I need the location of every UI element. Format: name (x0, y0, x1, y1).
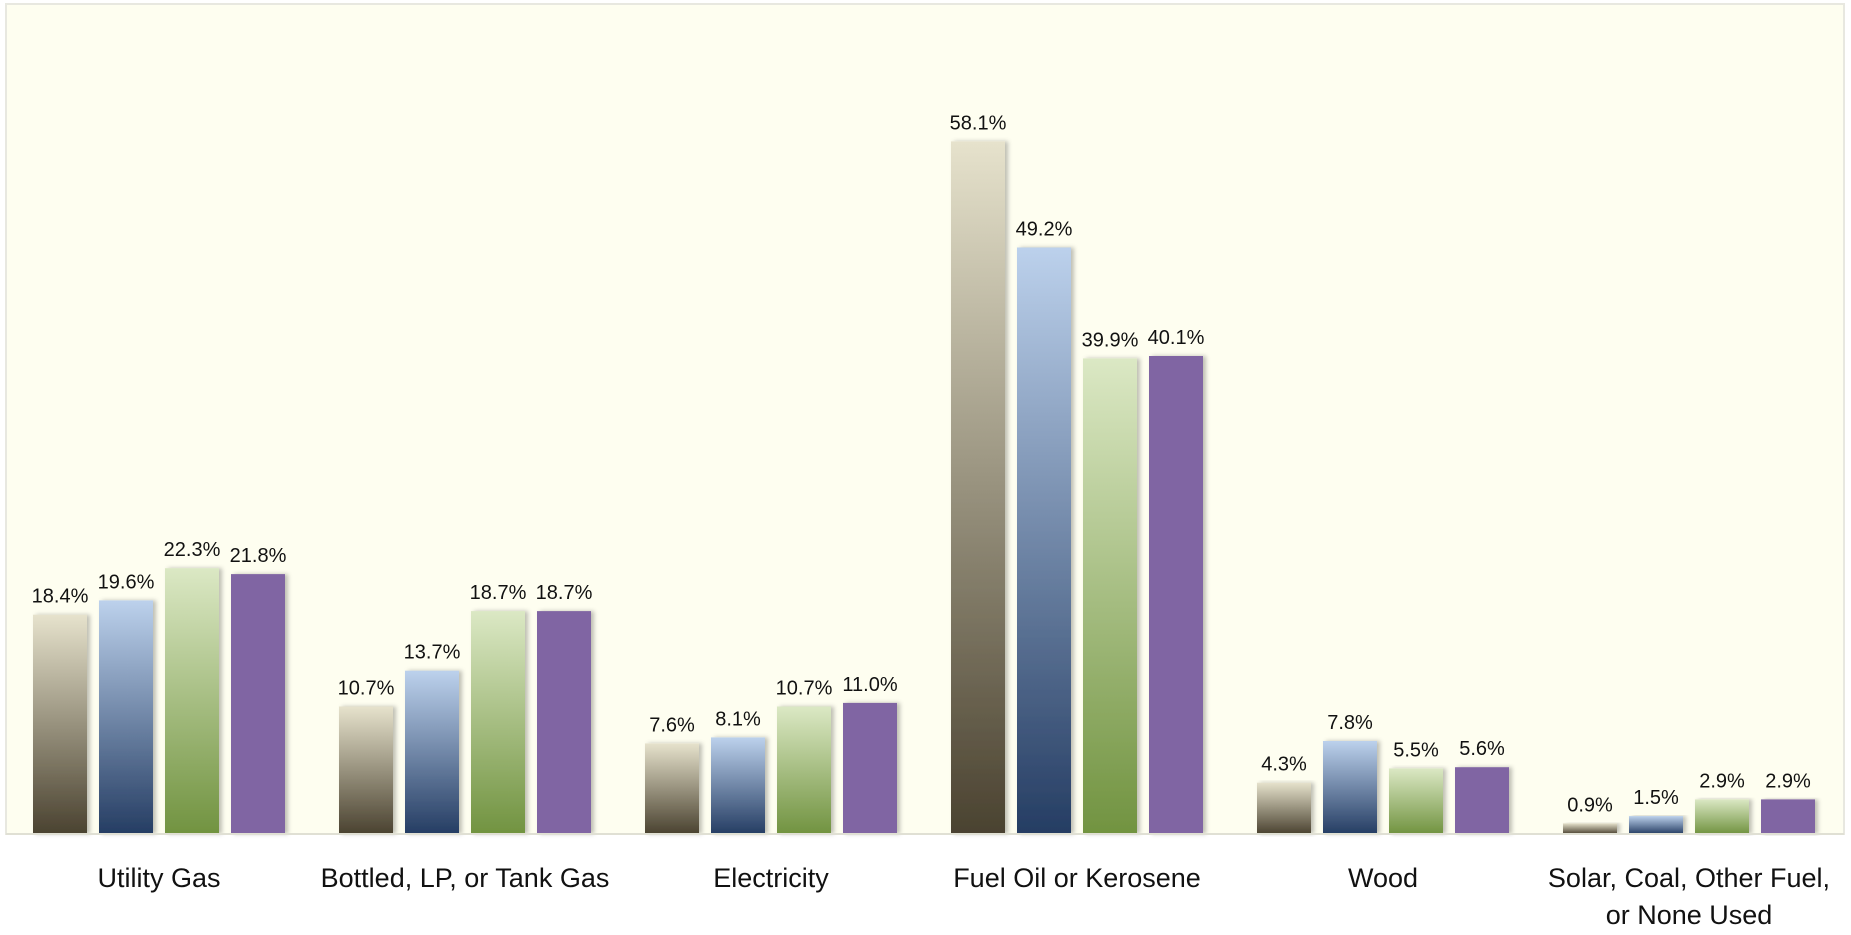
x-axis-tick-labels: Utility Gas Bottled, LP, or Tank Gas Elect… (97, 863, 1830, 930)
bar-4-1 (1323, 741, 1377, 834)
category-label-0: Utility Gas (97, 863, 220, 893)
category-label-2: Electricity (713, 863, 829, 893)
data-label-4-1: 7.8% (1327, 712, 1373, 734)
data-label-4-3: 5.6% (1459, 738, 1505, 760)
bar-4-2 (1389, 768, 1443, 834)
bar-5-3 (1761, 799, 1815, 834)
data-label-4-2: 5.5% (1393, 739, 1439, 761)
bar-2-0 (645, 743, 699, 834)
data-label-0-2: 22.3% (164, 539, 221, 561)
bar-2-1 (711, 737, 765, 834)
bar-2-3 (843, 702, 897, 834)
bar-3-3 (1149, 356, 1203, 834)
plot-area (5, 3, 1845, 835)
bar-2-2 (777, 706, 831, 834)
data-labels: 18.4% 19.6% 22.3% 21.8% 10.7% 13.7% 18.7% 18.7%… (32, 112, 1811, 816)
data-label-3-0: 58.1% (950, 112, 1007, 134)
bar-3-1 (1017, 247, 1071, 834)
data-label-5-1: 1.5% (1633, 787, 1679, 809)
category-label-1: Bottled, LP, or Tank Gas (321, 863, 610, 893)
data-label-1-0: 10.7% (338, 678, 395, 700)
bar-0-0 (33, 614, 87, 834)
data-label-2-0: 7.6% (649, 714, 695, 736)
data-label-1-1: 13.7% (404, 642, 461, 664)
data-label-2-3: 11.0% (842, 674, 897, 696)
data-label-1-2: 18.7% (470, 582, 527, 604)
bar-3-0 (951, 141, 1005, 834)
bar-3-2 (1083, 358, 1137, 834)
bar-5-2 (1695, 799, 1749, 834)
bar-0-1 (99, 600, 153, 834)
category-label-5-line-0: Solar, Coal, Other Fuel, (1548, 863, 1830, 893)
data-label-5-3: 2.9% (1765, 770, 1811, 792)
data-label-4-0: 4.3% (1261, 754, 1307, 776)
bar-0-3 (231, 574, 285, 834)
data-label-3-3: 40.1% (1148, 327, 1205, 349)
bar-1-0 (339, 706, 393, 834)
data-label-3-2: 39.9% (1082, 329, 1139, 351)
data-label-2-1: 8.1% (715, 708, 761, 730)
bar-1-2 (471, 611, 525, 834)
bar-5-0 (1563, 823, 1617, 834)
category-label-3: Fuel Oil or Kerosene (953, 863, 1201, 893)
bar-1-3 (537, 611, 591, 834)
category-label-5-line-1: or None Used (1606, 900, 1773, 930)
bar-5-1 (1629, 816, 1683, 834)
data-label-5-0: 0.9% (1567, 794, 1613, 816)
data-label-0-3: 21.8% (230, 545, 287, 567)
bar-1-1 (405, 670, 459, 834)
bar-4-3 (1455, 767, 1509, 834)
bar-4-0 (1257, 782, 1311, 834)
bar-0-2 (165, 568, 219, 834)
data-label-2-2: 10.7% (776, 678, 833, 700)
data-label-0-0: 18.4% (32, 586, 89, 608)
bars (33, 141, 1815, 834)
data-label-0-1: 19.6% (98, 571, 155, 593)
data-label-1-3: 18.7% (536, 582, 593, 604)
data-label-5-2: 2.9% (1699, 770, 1745, 792)
data-label-3-1: 49.2% (1016, 219, 1073, 241)
category-label-4: Wood (1348, 863, 1418, 893)
